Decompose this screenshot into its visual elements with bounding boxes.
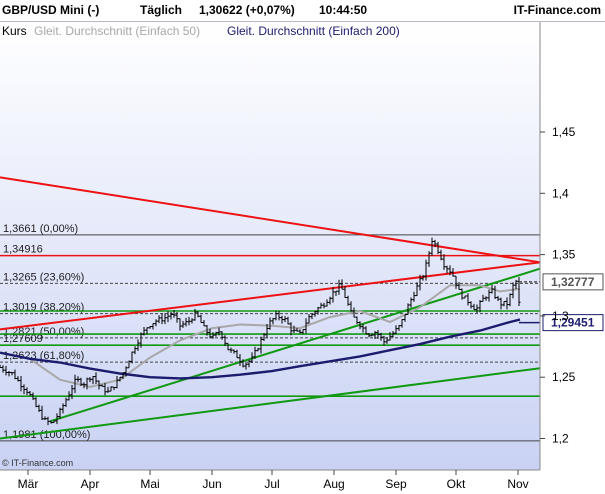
x-tick-label: Nov <box>507 477 528 491</box>
legend-sma200[interactable]: Gleit. Durchschnitt (Einfach 200) <box>227 24 400 38</box>
plot-background <box>0 22 540 470</box>
x-tick-label: Jul <box>264 477 279 491</box>
y-tick-label: 1,45 <box>552 125 576 139</box>
fib-level-label: 1,2623 (61,80%) <box>3 350 84 362</box>
trend-line <box>0 176 541 264</box>
horizontal-line-label: 1,34916 <box>3 244 43 256</box>
y-tick-label: 1,4 <box>552 186 569 200</box>
legend-price[interactable]: Kurs <box>2 24 27 38</box>
fib-level-label: 1,2821 (50,00%) <box>3 326 84 338</box>
watermark: © IT-Finance.com <box>2 458 73 468</box>
sma50-line <box>27 284 521 389</box>
x-tick-label: Okt <box>447 477 466 491</box>
y-tick-label: 1,2 <box>552 432 569 446</box>
brand-label: IT-Finance.com <box>513 3 601 17</box>
instrument-title: GBP/USD Mini (-) <box>2 3 100 17</box>
period-label: Täglich <box>140 3 183 17</box>
x-tick-label: Jun <box>202 477 221 491</box>
y-tick-label: 1,3 <box>552 309 569 323</box>
y-tick-label: 1,25 <box>552 370 576 384</box>
legend-sma50[interactable]: Gleit. Durchschnitt (Einfach 50) <box>34 24 201 38</box>
x-tick-label: Mär <box>18 477 39 491</box>
fib-level-label: 1,3661 (0,00%) <box>3 223 78 235</box>
x-tick-label: Apr <box>81 477 100 491</box>
legend: Kurs Gleit. Durchschnitt (Einfach 50) Gl… <box>0 22 540 40</box>
chart-header: GBP/USD Mini (-) Täglich 1,30622 (+0,07%… <box>0 0 605 22</box>
x-tick-label: Aug <box>323 477 344 491</box>
price-marker-box <box>542 273 604 291</box>
y-tick-label: 1,35 <box>552 248 576 262</box>
fib-level-label: 1,1981 (100,00%) <box>3 429 90 441</box>
price-marker-label: 1,29451 <box>551 316 595 330</box>
fib-level-label: 1,3265 (23,60%) <box>3 271 84 283</box>
x-tick-label: Sep <box>385 477 407 491</box>
trend-line <box>0 367 541 440</box>
quote-label: 1,30622 (+0,07%) <box>199 3 295 17</box>
price-marker-box <box>542 314 604 332</box>
time-label: 10:44:50 <box>319 3 368 17</box>
horizontal-line-label: 1,27609 <box>3 333 43 345</box>
price-marker-label: 1,32777 <box>551 275 595 289</box>
x-tick-label: Mai <box>140 477 159 491</box>
sma200-line <box>0 318 521 380</box>
trend-line <box>49 267 541 423</box>
